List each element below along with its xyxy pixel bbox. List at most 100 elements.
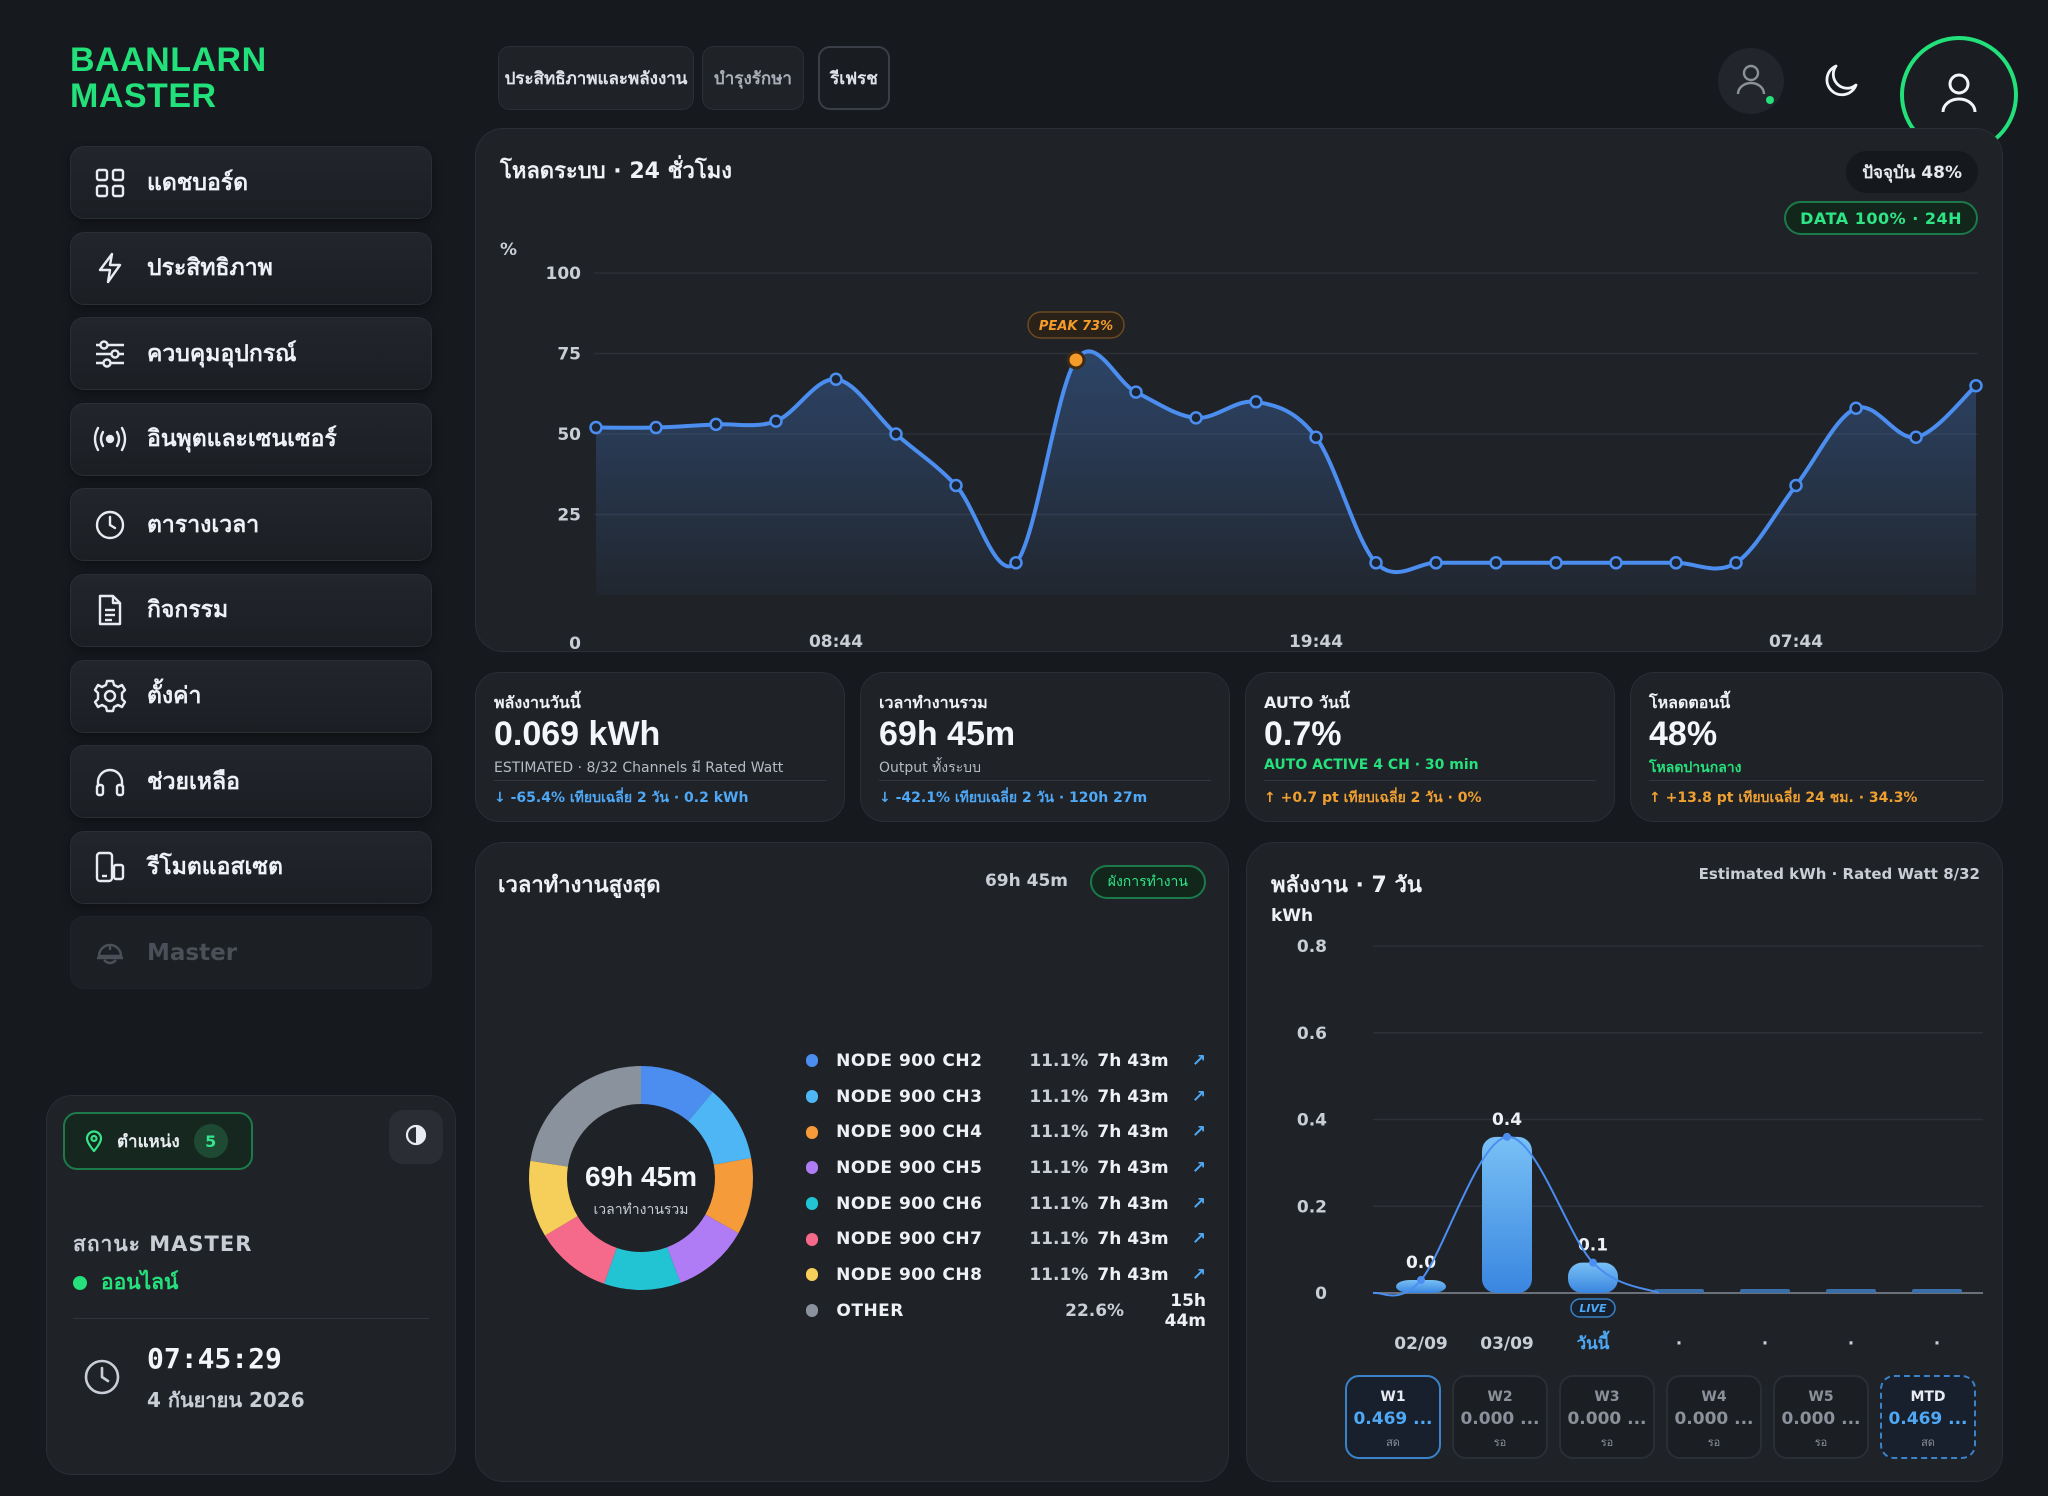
load-point xyxy=(1909,430,1923,444)
y-tick-label: 0.6 xyxy=(1297,1024,1327,1044)
legend-time: 7h 43m xyxy=(1097,1122,1169,1143)
legend-row[interactable]: NODE 900 CH3 11.1% 7h 43m ↗ xyxy=(806,1079,1206,1115)
arrow-up-right-icon[interactable]: ↗ xyxy=(1191,1229,1206,1250)
system-load-panel: โหลดระบบ · 24 ชั่วโมง ปัจจุบัน 48% DATA … xyxy=(475,128,2003,653)
sidebar-item-master[interactable]: Master xyxy=(70,916,432,990)
panel-title: เวลาทำงานสูงสุด xyxy=(498,873,661,898)
week-status: สด xyxy=(1921,1436,1935,1449)
week-pill-w1[interactable]: W1 0.469 ... สด xyxy=(1345,1375,1441,1459)
tab-label: รีเฟรช xyxy=(830,68,878,89)
sidebar-item-settings[interactable]: ตั้งค่า xyxy=(70,659,432,733)
arrow-up-right-icon[interactable]: ↗ xyxy=(1191,1050,1206,1071)
legend-time: 7h 43m xyxy=(1097,1193,1169,1214)
week-pill-w5[interactable]: W5 0.000 ... รอ xyxy=(1773,1375,1869,1459)
donut-slice xyxy=(530,1066,641,1167)
status-online: ออนไลน์ xyxy=(73,1266,178,1299)
week-pill-mtd[interactable]: MTD 0.469 ... สด xyxy=(1880,1375,1976,1459)
arrow-up-right-icon[interactable]: ↗ xyxy=(1191,1086,1206,1107)
kpi-sub: โหลดปานกลาง xyxy=(1649,760,1742,776)
arrow-up-right-icon[interactable]: ↗ xyxy=(1191,1264,1206,1285)
sidebar-item-dashboard[interactable]: แดชบอร์ด xyxy=(70,146,432,219)
runtime-chart-button[interactable]: ผังการทำงาน xyxy=(1089,865,1206,899)
location-count-badge: 5 xyxy=(193,1124,228,1158)
donut-slice xyxy=(688,1092,752,1165)
y-tick-label: 50 xyxy=(557,425,581,445)
gear-icon xyxy=(93,679,127,713)
legend-row[interactable]: NODE 900 CH2 11.1% 7h 43m ↗ xyxy=(806,1043,1206,1079)
broadcast-icon xyxy=(93,422,127,456)
tab-maintenance[interactable]: บำรุงรักษา xyxy=(702,46,804,110)
sidebar-item-label: ช่วยเหลือ xyxy=(147,768,240,795)
y-tick-label: 0.4 xyxy=(1297,1111,1327,1131)
kpi-sub: Output ทั้งระบบ xyxy=(879,760,981,776)
week-name: W3 xyxy=(1594,1389,1620,1405)
dark-mode-button[interactable] xyxy=(1812,52,1872,112)
sidebar-item-remote-assets[interactable]: รีโมตแอสเซต xyxy=(70,830,432,904)
load-area xyxy=(596,351,1976,595)
legend-row[interactable]: OTHER 22.6% 15h 44m xyxy=(806,1291,1206,1331)
clock-icon xyxy=(93,508,127,542)
load-point xyxy=(1189,411,1203,425)
location-button[interactable]: ตำแหน่ง 5 xyxy=(63,1112,253,1170)
kpi-value: 69h 45m xyxy=(879,715,1016,753)
sidebar-item-label: ตั้งค่า xyxy=(147,683,202,710)
week-status: รอ xyxy=(1814,1436,1828,1449)
sidebar-item-schedule[interactable]: ตารางเวลา xyxy=(70,488,432,562)
refresh-button[interactable]: รีเฟรช xyxy=(818,46,890,110)
legend-name: NODE 900 CH3 xyxy=(836,1086,983,1107)
load-point xyxy=(1489,556,1503,570)
sidebar-item-activity[interactable]: กิจกรรม xyxy=(70,573,432,647)
sidebar-item-device-control[interactable]: ควบคุมอุปกรณ์ xyxy=(70,317,432,391)
week-pill-w3[interactable]: W3 0.000 ... รอ xyxy=(1559,1375,1655,1459)
arrow-up-right-icon[interactable]: ↗ xyxy=(1191,1122,1206,1143)
tab-performance-energy[interactable]: ประสิทธิภาพและพลังงาน xyxy=(498,46,694,110)
donut-slice xyxy=(705,1157,753,1234)
user-status-avatar[interactable] xyxy=(1718,48,1784,114)
energy-bar xyxy=(1826,1289,1876,1293)
legend-row[interactable]: NODE 900 CH7 11.1% 7h 43m ↗ xyxy=(806,1221,1206,1257)
legend-time: 7h 43m xyxy=(1097,1264,1169,1285)
week-pill-w4[interactable]: W4 0.000 ... รอ xyxy=(1666,1375,1762,1459)
legend-percent: 22.6% xyxy=(1065,1300,1125,1321)
x-tick-label: 02/09 xyxy=(1394,1334,1448,1354)
load-line xyxy=(595,349,1978,575)
donut-center-label: เวลาทำงานรวม xyxy=(593,1202,689,1218)
moon-icon xyxy=(1822,60,1862,104)
panel-title: พลังงาน · 7 วัน xyxy=(1271,873,1422,898)
sidebar-item-help[interactable]: ช่วยเหลือ xyxy=(70,745,432,819)
sidebar-item-label: กิจกรรม xyxy=(147,597,229,624)
week-name: MTD xyxy=(1910,1389,1946,1405)
legend-row[interactable]: NODE 900 CH5 11.1% 7h 43m ↗ xyxy=(806,1150,1206,1186)
week-value: 0.000 ... xyxy=(1674,1409,1754,1429)
peak-point xyxy=(1066,350,1086,370)
legend-percent: 11.1% xyxy=(1029,1229,1089,1250)
legend-swatch xyxy=(806,1054,819,1068)
arrow-up-right-icon[interactable]: ↗ xyxy=(1191,1193,1206,1214)
kpi-energy-today: พลังงานวันนี้ 0.069 kWh ESTIMATED · 8/32… xyxy=(475,672,845,822)
energy-bar xyxy=(1740,1289,1790,1293)
grid-icon xyxy=(93,166,127,200)
location-pin-icon xyxy=(85,1130,103,1152)
top-runtime-panel: เวลาทำงานสูงสุด 69h 45m ผังการทำงาน 69h … xyxy=(475,842,1229,1482)
runtime-legend: NODE 900 CH2 11.1% 7h 43m ↗ NODE 900 CH3 11.1… xyxy=(806,1043,1206,1331)
kpi-trend: ↑ +0.7 pt เทียบเฉลี่ย 2 วัน · 0% xyxy=(1264,790,1482,806)
contrast-toggle-button[interactable] xyxy=(389,1110,443,1164)
legend-percent: 11.1% xyxy=(1029,1050,1089,1071)
legend-name: NODE 900 CH4 xyxy=(836,1122,983,1143)
clock-icon xyxy=(83,1358,121,1400)
arrow-up-right-icon[interactable]: ↗ xyxy=(1191,1157,1206,1178)
sidebar-item-performance[interactable]: ประสิทธิภาพ xyxy=(70,231,432,305)
legend-row[interactable]: NODE 900 CH6 11.1% 7h 43m ↗ xyxy=(806,1186,1206,1222)
legend-row[interactable]: NODE 900 CH8 11.1% 7h 43m ↗ xyxy=(806,1257,1206,1293)
x-tick-label: · xyxy=(1934,1334,1940,1354)
sidebar-item-inputs-sensors[interactable]: อินพุตและเซนเซอร์ xyxy=(70,402,432,476)
legend-name: NODE 900 CH7 xyxy=(836,1229,983,1250)
week-pill-w2[interactable]: W2 0.000 ... รอ xyxy=(1452,1375,1548,1459)
location-label: ตำแหน่ง xyxy=(117,1131,180,1152)
lightning-icon xyxy=(93,251,127,285)
tab-label: บำรุงรักษา xyxy=(714,68,792,89)
week-name: W5 xyxy=(1808,1389,1834,1405)
legend-row[interactable]: NODE 900 CH4 11.1% 7h 43m ↗ xyxy=(806,1114,1206,1150)
legend-percent: 11.1% xyxy=(1029,1193,1089,1214)
week-status: สด xyxy=(1386,1436,1400,1449)
